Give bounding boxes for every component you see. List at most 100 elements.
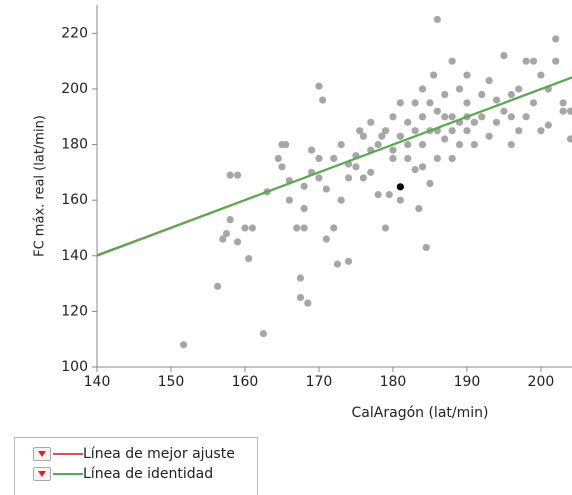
legend-item: Línea de mejor ajuste: [33, 444, 257, 464]
dropdown-arrow: [38, 471, 46, 477]
point: [492, 96, 501, 104]
point: [213, 282, 222, 290]
point: [319, 96, 327, 104]
x-axis-label: CalAragón (lat/min): [352, 405, 489, 421]
point: [529, 99, 538, 107]
point: [411, 165, 419, 174]
point: [448, 113, 456, 121]
point: [422, 243, 430, 252]
point: [307, 146, 316, 154]
point: [322, 185, 330, 193]
point: [315, 82, 323, 90]
y-tick-label: 200: [61, 81, 88, 97]
y-tick-label: 220: [61, 25, 88, 41]
point: [415, 204, 423, 213]
point: [426, 179, 434, 188]
point: [356, 127, 364, 135]
point: [300, 182, 308, 190]
point: [233, 171, 242, 179]
point: [411, 127, 419, 135]
highlight-point: [396, 183, 404, 191]
point: [470, 118, 478, 126]
point: [455, 85, 464, 93]
chart: CalAragón (lat/min) FC máx. real (lat/mi…: [33, 5, 572, 421]
point: [259, 330, 268, 338]
legend-item: Línea de identidad: [33, 464, 257, 484]
dropdown-button[interactable]: [33, 447, 51, 461]
point: [179, 341, 188, 349]
legend: Línea de mejor ajuste Línea de identidad: [14, 437, 258, 495]
point: [300, 204, 308, 213]
point: [559, 107, 567, 115]
point: [219, 235, 227, 243]
y-tick-label: 140: [61, 248, 88, 264]
point: [500, 107, 508, 115]
x-tick-label: 190: [454, 374, 481, 390]
point: [381, 224, 390, 232]
y-tick-label: 100: [61, 359, 88, 375]
point: [344, 257, 353, 265]
point: [245, 254, 253, 263]
point: [359, 132, 367, 140]
point: [566, 107, 572, 115]
point: [241, 224, 249, 232]
point: [433, 154, 441, 163]
dropdown-button[interactable]: [33, 467, 51, 481]
x-tick-label: 170: [306, 374, 333, 390]
point: [374, 140, 382, 149]
point: [330, 224, 338, 232]
point: [396, 132, 404, 140]
point: [285, 196, 293, 204]
point: [389, 154, 397, 163]
point: [404, 154, 412, 163]
point: [233, 238, 242, 246]
point: [537, 71, 545, 79]
y-tick-label: 180: [61, 137, 88, 153]
point: [300, 224, 308, 232]
point: [296, 293, 305, 302]
legend-label: Línea de mejor ajuste: [83, 446, 235, 462]
point: [426, 99, 434, 107]
point: [404, 140, 412, 149]
point: [418, 113, 427, 121]
point: [515, 127, 523, 135]
point: [463, 127, 471, 135]
point: [304, 299, 312, 307]
point: [248, 224, 256, 232]
point: [296, 274, 305, 282]
point: [433, 107, 441, 115]
point: [441, 135, 449, 143]
point: [566, 135, 572, 143]
point: [492, 118, 501, 126]
point: [381, 127, 390, 135]
point: [463, 71, 471, 79]
point: [485, 132, 493, 140]
point: [470, 140, 478, 149]
point: [322, 235, 330, 243]
legend-swatch: [53, 453, 83, 455]
x-tick-label: 180: [380, 374, 407, 390]
point: [441, 113, 449, 121]
point: [448, 127, 456, 135]
point: [478, 90, 486, 99]
point: [529, 57, 538, 65]
y-axis-label: FC máx. real (lat/min): [33, 115, 48, 257]
point: [441, 90, 449, 99]
y-tick-label: 160: [61, 192, 88, 208]
point: [389, 146, 397, 154]
point: [374, 191, 382, 199]
point: [330, 154, 338, 163]
point: [430, 71, 438, 79]
x-tick-label: 160: [232, 374, 259, 390]
point: [352, 163, 360, 171]
point: [411, 99, 419, 107]
legend-swatch: [53, 473, 83, 475]
point: [515, 85, 523, 93]
point: [507, 140, 515, 149]
point: [507, 113, 515, 121]
point: [337, 196, 345, 204]
point: [455, 140, 464, 149]
point: [293, 224, 301, 232]
point: [226, 216, 234, 224]
